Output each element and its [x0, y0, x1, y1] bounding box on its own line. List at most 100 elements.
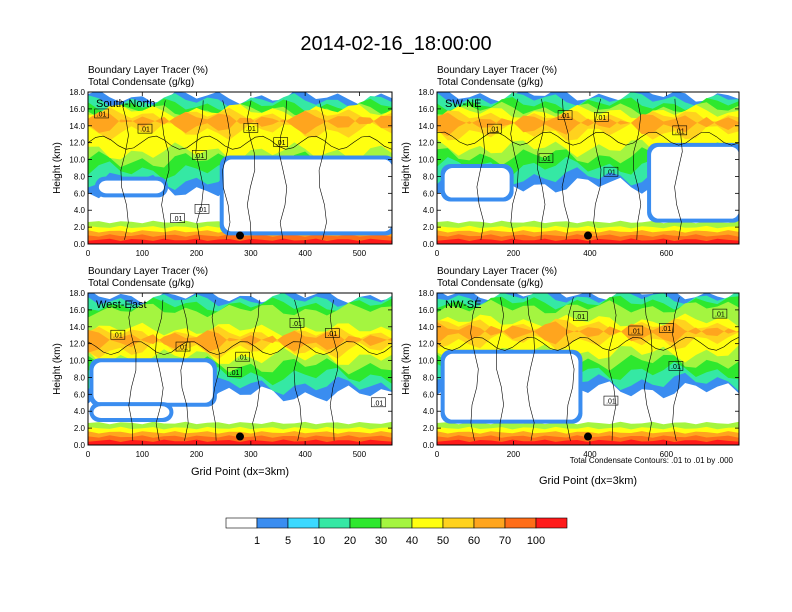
x-tick-label: 200 — [507, 249, 521, 258]
contour-line — [470, 297, 479, 441]
contour-line — [671, 297, 681, 441]
y-tick-label: 2.0 — [423, 424, 435, 433]
contour-label-box — [603, 395, 619, 406]
contour-label-box — [175, 341, 191, 352]
colorbar-swatch — [442, 517, 475, 529]
contour-label: .01 — [140, 127, 150, 134]
clear-region — [98, 180, 164, 194]
contour-label: .01 — [489, 127, 499, 134]
contour-label-box — [668, 361, 684, 371]
panel-title-tracer: Boundary Layer Tracer (%) — [88, 65, 208, 76]
colorbar-swatch — [535, 517, 568, 529]
contour-label-box — [227, 367, 242, 377]
y-axis-label: Height (km) — [401, 142, 412, 194]
contour-label-box — [712, 308, 728, 319]
contour-label: .01 — [715, 312, 725, 319]
y-tick-label: 8.0 — [74, 373, 86, 382]
contour-label: .01 — [597, 115, 607, 122]
y-axis-label: Height (km) — [401, 343, 412, 395]
y-tick-label: 14.0 — [69, 323, 85, 332]
contour-label-box — [94, 108, 109, 119]
panel-title-condensate: Total Condensate (g/kg) — [88, 278, 194, 289]
contour-line — [211, 299, 220, 441]
y-tick-label: 4.0 — [74, 407, 86, 416]
y-tick-label: 14.0 — [418, 323, 434, 332]
contour-label-box — [557, 110, 573, 120]
contour-label: .01 — [327, 331, 337, 338]
contour-line — [643, 297, 653, 441]
panel-title-tracer: Boundary Layer Tracer (%) — [437, 65, 557, 76]
condensate-field — [88, 293, 392, 445]
contour-label-box — [235, 351, 251, 362]
contour-line — [633, 98, 642, 240]
contour-line — [608, 297, 617, 441]
x-axis-label: Grid Point (dx=3km) — [539, 475, 637, 487]
x-tick-label: 600 — [660, 450, 674, 459]
clear-region — [93, 406, 170, 418]
colorbar-swatch — [318, 517, 351, 529]
y-tick-label: 18.0 — [69, 88, 85, 97]
colorbar: 1 5 10 20 30 40 50 60 70 100 — [225, 517, 568, 547]
contour-label-box — [672, 125, 688, 136]
x-tick-label: 0 — [435, 249, 440, 258]
condensate-field — [437, 92, 739, 244]
panel-title-tracer: Boundary Layer Tracer (%) — [437, 266, 557, 277]
clear-region — [93, 362, 213, 403]
y-tick-label: 16.0 — [69, 105, 85, 114]
y-axis-label: Height (km) — [52, 142, 63, 194]
boundary-layer-tracer — [88, 238, 392, 244]
contour-label: .01 — [197, 207, 207, 214]
contour-line — [246, 100, 256, 240]
panel-title-tracer: Boundary Layer Tracer (%) — [88, 266, 208, 277]
contour-note: Total Condensate Contours: .01 to .01 by… — [570, 456, 734, 465]
x-tick-label: 100 — [136, 450, 150, 459]
contour-label-box — [659, 323, 674, 333]
panel-west-east: .01 .01 .01 .01 .01 .01 .01 0.0 2.0 4.0 6.0 8.0 10.0… — [52, 266, 393, 478]
colorbar-label: 5 — [285, 535, 291, 547]
clear-region — [651, 146, 739, 219]
contour-line — [329, 299, 338, 441]
contour-line — [120, 100, 129, 240]
contour-line — [222, 100, 231, 240]
x-tick-label: 400 — [298, 450, 312, 459]
y-tick-label: 6.0 — [423, 189, 435, 198]
region-label: South-North — [96, 98, 155, 110]
contour-line — [537, 98, 546, 240]
y-tick-label: 10.0 — [418, 357, 434, 366]
x-tick-label: 400 — [583, 249, 597, 258]
plot-frame — [436, 292, 740, 446]
x-tick-label: 400 — [298, 249, 312, 258]
x-tick-label: 0 — [435, 450, 440, 459]
boundary-layer-tracer — [437, 238, 739, 244]
x-tick-label: 500 — [353, 249, 367, 258]
y-tick-label: 16.0 — [69, 306, 85, 315]
location-marker — [236, 231, 244, 240]
condensate-layer — [88, 326, 392, 360]
x-tick-label: 200 — [190, 249, 204, 258]
region-label: West-East — [96, 299, 147, 311]
y-tick-label: 12.0 — [69, 139, 85, 148]
contour-label-box — [273, 137, 289, 147]
contour-label-box — [371, 397, 386, 408]
contour-label-box — [324, 328, 340, 338]
contour-line — [161, 100, 170, 240]
y-tick-label: 12.0 — [418, 139, 434, 148]
y-tick-label: 12.0 — [69, 340, 85, 349]
contour-label: .01 — [292, 321, 302, 328]
contour-label-box — [243, 123, 259, 133]
x-tick-label: 500 — [353, 450, 367, 459]
contour-line — [526, 297, 535, 441]
contour-line — [495, 297, 504, 441]
contour-line — [566, 297, 575, 441]
contour-line — [251, 299, 260, 441]
condensate-layer — [437, 112, 739, 137]
y-tick-label: 14.0 — [418, 122, 434, 131]
contour-line — [128, 299, 137, 441]
y-tick-label: 12.0 — [418, 340, 434, 349]
contour-label: .01 — [560, 113, 570, 120]
colorbar-swatch — [411, 517, 444, 529]
contour-label: .01 — [631, 329, 641, 336]
contour-label: .01 — [173, 216, 183, 223]
colorbar-label: 1 — [254, 535, 260, 547]
contour-line — [476, 98, 485, 240]
